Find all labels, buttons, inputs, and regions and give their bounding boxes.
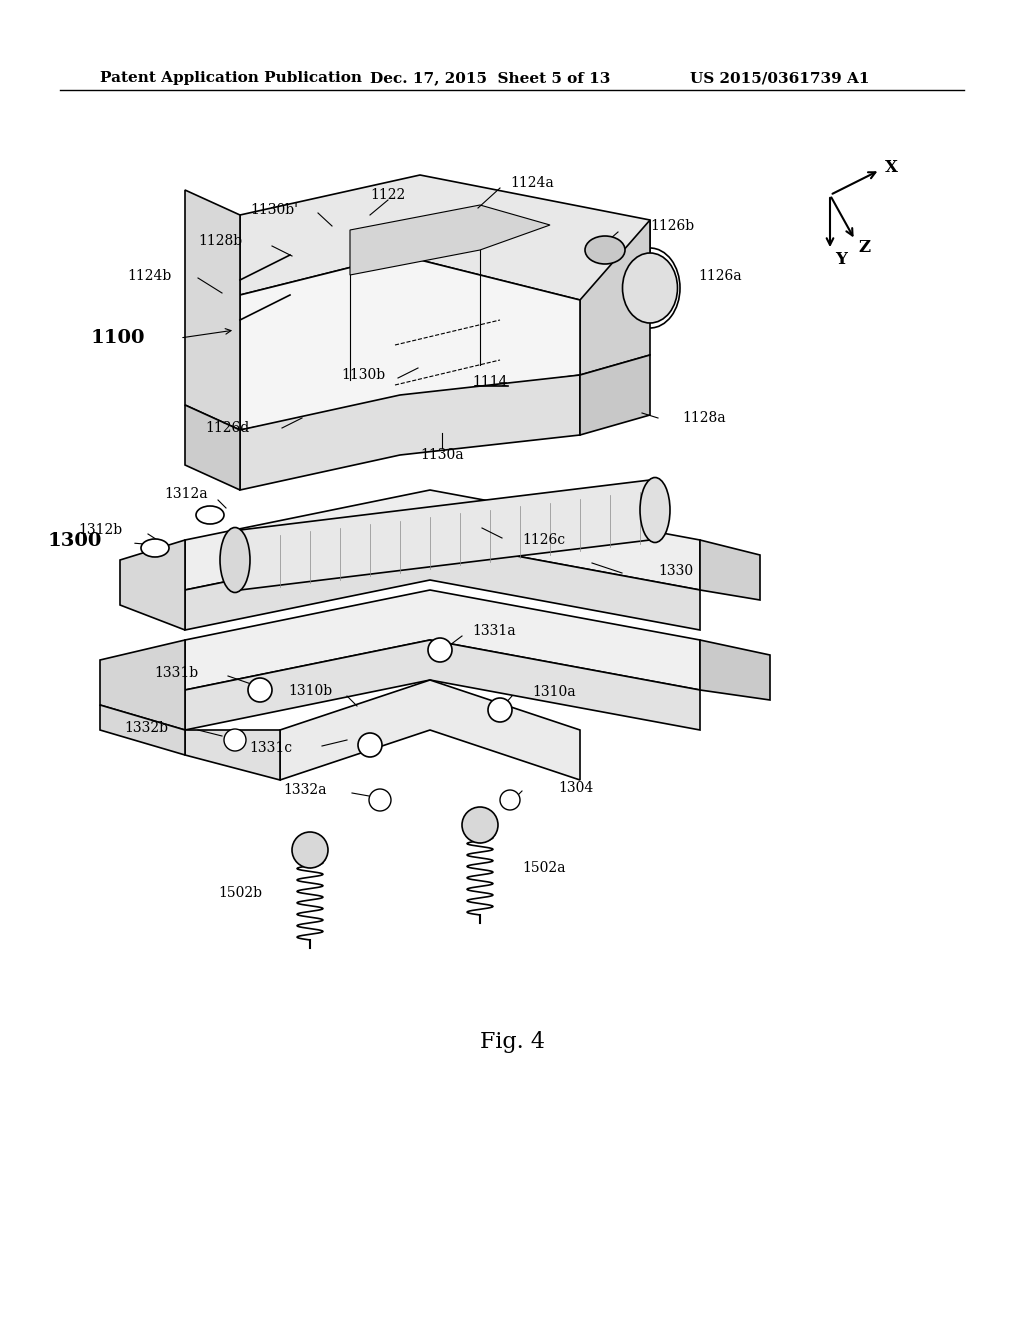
Text: 1300: 1300 [48, 532, 102, 550]
Text: 1331c: 1331c [249, 741, 292, 755]
Polygon shape [185, 190, 240, 430]
Text: X: X [885, 160, 898, 177]
Text: 1126c: 1126c [522, 533, 565, 546]
Polygon shape [185, 405, 240, 490]
Text: 1124a: 1124a [510, 176, 554, 190]
Polygon shape [185, 590, 700, 690]
Text: 1502a: 1502a [522, 861, 565, 875]
Text: 1114: 1114 [472, 375, 508, 389]
Text: Fig. 4: Fig. 4 [479, 1031, 545, 1053]
Ellipse shape [141, 539, 169, 557]
Text: 1312b: 1312b [78, 523, 122, 537]
Circle shape [248, 678, 272, 702]
Ellipse shape [640, 478, 670, 543]
Text: 1130b: 1130b [341, 368, 385, 381]
Ellipse shape [220, 528, 250, 593]
Text: 1130b': 1130b' [250, 203, 298, 216]
Text: 1126d: 1126d [206, 421, 250, 436]
Text: 1330: 1330 [658, 564, 693, 578]
Polygon shape [185, 540, 700, 630]
Text: 1100: 1100 [90, 329, 145, 347]
Polygon shape [120, 540, 185, 630]
Text: 1310a: 1310a [532, 685, 575, 700]
Text: 1122: 1122 [371, 187, 406, 202]
Text: 1128a: 1128a [682, 411, 726, 425]
Text: 1304: 1304 [558, 781, 593, 795]
Text: 1332a: 1332a [284, 783, 327, 797]
Polygon shape [350, 205, 550, 275]
Text: 1126a: 1126a [698, 269, 741, 282]
Text: 1331a: 1331a [472, 624, 516, 638]
Text: Dec. 17, 2015  Sheet 5 of 13: Dec. 17, 2015 Sheet 5 of 13 [370, 71, 610, 84]
Text: Patent Application Publication: Patent Application Publication [100, 71, 362, 84]
Polygon shape [240, 255, 580, 430]
Polygon shape [185, 490, 700, 590]
Circle shape [488, 698, 512, 722]
Ellipse shape [585, 236, 625, 264]
Text: Y: Y [835, 252, 847, 268]
Text: 1310b: 1310b [288, 684, 332, 698]
Text: 1332b: 1332b [124, 721, 168, 735]
Polygon shape [100, 640, 185, 730]
Circle shape [462, 807, 498, 843]
Text: 1312a: 1312a [165, 487, 208, 502]
Ellipse shape [623, 253, 678, 323]
Polygon shape [280, 680, 580, 780]
Circle shape [292, 832, 328, 869]
Polygon shape [700, 540, 760, 601]
Polygon shape [580, 220, 650, 375]
Text: Z: Z [858, 239, 870, 256]
Circle shape [428, 638, 452, 663]
Text: 1331b: 1331b [154, 667, 198, 680]
Text: US 2015/0361739 A1: US 2015/0361739 A1 [690, 71, 869, 84]
Circle shape [224, 729, 246, 751]
Polygon shape [240, 176, 650, 300]
Text: 1124b: 1124b [128, 269, 172, 282]
Ellipse shape [196, 506, 224, 524]
Polygon shape [700, 640, 770, 700]
Text: 1130a: 1130a [420, 447, 464, 462]
Text: 1126b: 1126b [650, 219, 694, 234]
Polygon shape [185, 640, 700, 730]
Polygon shape [240, 480, 650, 590]
Circle shape [369, 789, 391, 810]
Polygon shape [100, 705, 185, 755]
Text: 1128b: 1128b [198, 234, 242, 248]
Circle shape [358, 733, 382, 756]
Polygon shape [240, 375, 580, 490]
Circle shape [500, 789, 520, 810]
Text: 1502b: 1502b [218, 886, 262, 900]
Polygon shape [580, 355, 650, 436]
Polygon shape [185, 730, 280, 780]
